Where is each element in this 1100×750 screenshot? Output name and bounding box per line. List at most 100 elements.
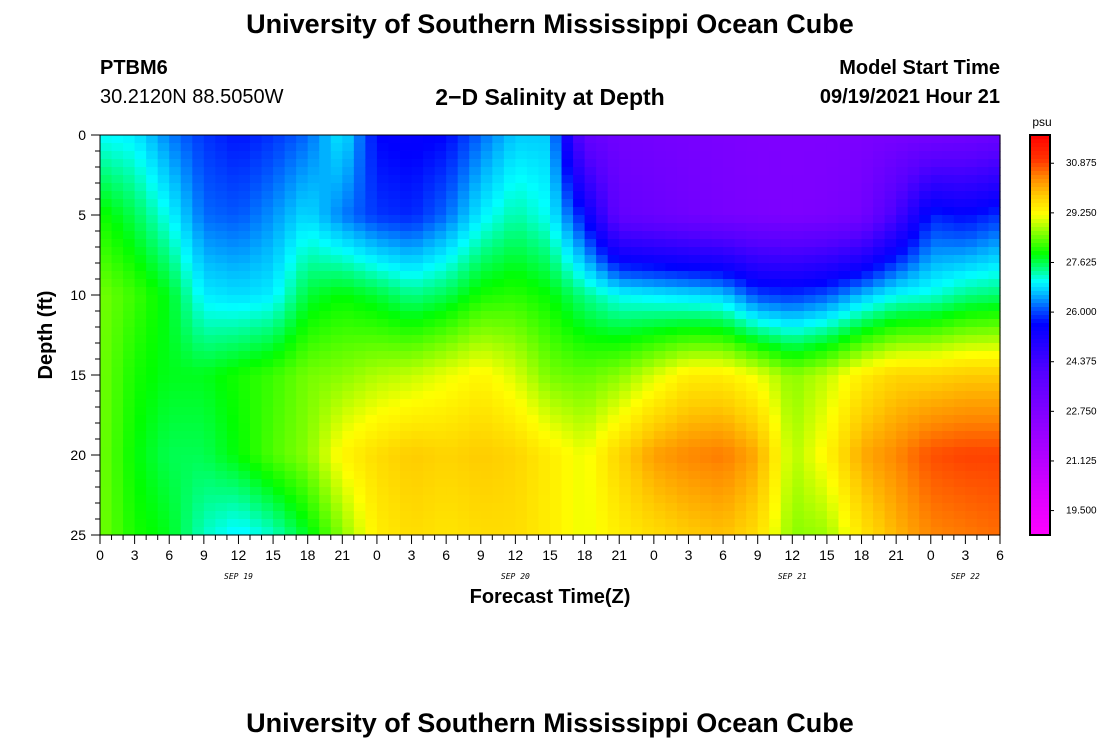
heatmap-cell xyxy=(480,135,493,144)
heatmap-cell xyxy=(261,399,274,408)
heatmap-cell xyxy=(596,215,609,224)
heatmap-cell xyxy=(953,287,966,296)
heatmap-cell xyxy=(203,487,216,496)
heatmap-cell xyxy=(550,383,563,392)
heatmap-cell xyxy=(665,431,678,440)
heatmap-cell xyxy=(400,271,413,280)
heatmap-cell xyxy=(584,519,597,528)
heatmap-cell xyxy=(630,247,643,256)
heatmap-cell xyxy=(434,487,447,496)
heatmap-cell xyxy=(550,167,563,176)
heatmap-cell xyxy=(792,311,805,320)
heatmap-cell xyxy=(100,471,113,480)
colorbar-swatch xyxy=(1030,531,1050,536)
heatmap-cell xyxy=(965,135,978,144)
heatmap-cell xyxy=(976,183,990,192)
heatmap-cell xyxy=(953,423,966,432)
heatmap-cell xyxy=(550,439,563,448)
heatmap-cell xyxy=(596,231,609,240)
heatmap-cell xyxy=(203,143,216,152)
heatmap-cell xyxy=(723,263,736,272)
heatmap-cell xyxy=(815,247,828,256)
heatmap-cell xyxy=(942,431,955,440)
heatmap-cell xyxy=(330,407,343,416)
heatmap-cell xyxy=(296,511,309,520)
heatmap-cell xyxy=(284,159,297,168)
heatmap-cell xyxy=(815,479,828,488)
heatmap-cell xyxy=(388,135,401,144)
heatmap-cell xyxy=(307,479,320,488)
heatmap-cell xyxy=(342,343,355,352)
heatmap-cell xyxy=(780,135,793,144)
heatmap-cell xyxy=(146,207,159,216)
heatmap-cell xyxy=(330,367,343,376)
colorbar-swatch xyxy=(1030,495,1050,500)
heatmap-cell xyxy=(653,359,666,368)
heatmap-cell xyxy=(330,503,343,512)
heatmap-cell xyxy=(907,351,920,360)
heatmap-cell xyxy=(273,431,286,440)
heatmap-cell xyxy=(319,231,332,240)
heatmap-cell xyxy=(676,207,690,216)
heatmap-cell xyxy=(734,327,747,336)
heatmap-cell xyxy=(226,455,240,464)
heatmap-cell xyxy=(307,175,320,184)
heatmap-cell xyxy=(584,175,597,184)
heatmap-cell xyxy=(803,383,816,392)
heatmap-cell xyxy=(342,175,355,184)
heatmap-cell xyxy=(376,287,390,296)
heatmap-cell xyxy=(296,455,309,464)
heatmap-cell xyxy=(400,383,413,392)
heatmap-cell xyxy=(665,519,678,528)
heatmap-cell xyxy=(446,167,459,176)
heatmap-cell xyxy=(746,167,759,176)
y-tick-label: 5 xyxy=(78,207,86,223)
heatmap-cell xyxy=(457,239,470,248)
heatmap-cell xyxy=(203,383,216,392)
heatmap-cell xyxy=(330,295,343,304)
heatmap-cell xyxy=(238,215,251,224)
heatmap-cell xyxy=(930,495,943,504)
colorbar-swatch xyxy=(1030,311,1050,316)
heatmap-cell xyxy=(319,471,332,480)
heatmap-cell xyxy=(515,399,528,408)
heatmap-cell xyxy=(296,159,309,168)
heatmap-cell xyxy=(584,479,597,488)
heatmap-cell xyxy=(388,527,401,536)
heatmap-cell xyxy=(307,231,320,240)
heatmap-cell xyxy=(469,343,482,352)
heatmap-cell xyxy=(757,271,770,280)
heatmap-cell xyxy=(100,455,113,464)
heatmap-cell xyxy=(850,415,863,424)
heatmap-cell xyxy=(123,527,136,536)
heatmap-cell xyxy=(203,199,216,208)
heatmap-cell xyxy=(342,471,355,480)
heatmap-cell xyxy=(169,135,182,144)
heatmap-cell xyxy=(861,487,874,496)
heatmap-cell xyxy=(203,231,216,240)
heatmap-cell xyxy=(642,263,655,272)
heatmap-cell xyxy=(100,487,113,496)
heatmap-cell xyxy=(284,447,297,456)
heatmap-cell xyxy=(538,351,551,360)
heatmap-cell xyxy=(526,367,540,376)
heatmap-cell xyxy=(792,391,805,400)
heatmap-cell xyxy=(250,503,263,512)
heatmap-cell xyxy=(653,183,666,192)
heatmap-cell xyxy=(838,359,851,368)
heatmap-cell xyxy=(400,159,413,168)
heatmap-cell xyxy=(353,207,366,216)
heatmap-cell xyxy=(400,487,413,496)
heatmap-cell xyxy=(469,527,482,536)
heatmap-cell xyxy=(134,167,147,176)
heatmap-cell xyxy=(746,463,759,472)
heatmap-cell xyxy=(884,383,897,392)
heatmap-cell xyxy=(596,503,609,512)
heatmap-cell xyxy=(538,175,551,184)
heatmap-cell xyxy=(330,183,343,192)
heatmap-cell xyxy=(446,399,459,408)
heatmap-cell xyxy=(123,455,136,464)
colorbar-swatch xyxy=(1030,423,1050,428)
heatmap-cell xyxy=(642,207,655,216)
heatmap-cell xyxy=(550,143,563,152)
